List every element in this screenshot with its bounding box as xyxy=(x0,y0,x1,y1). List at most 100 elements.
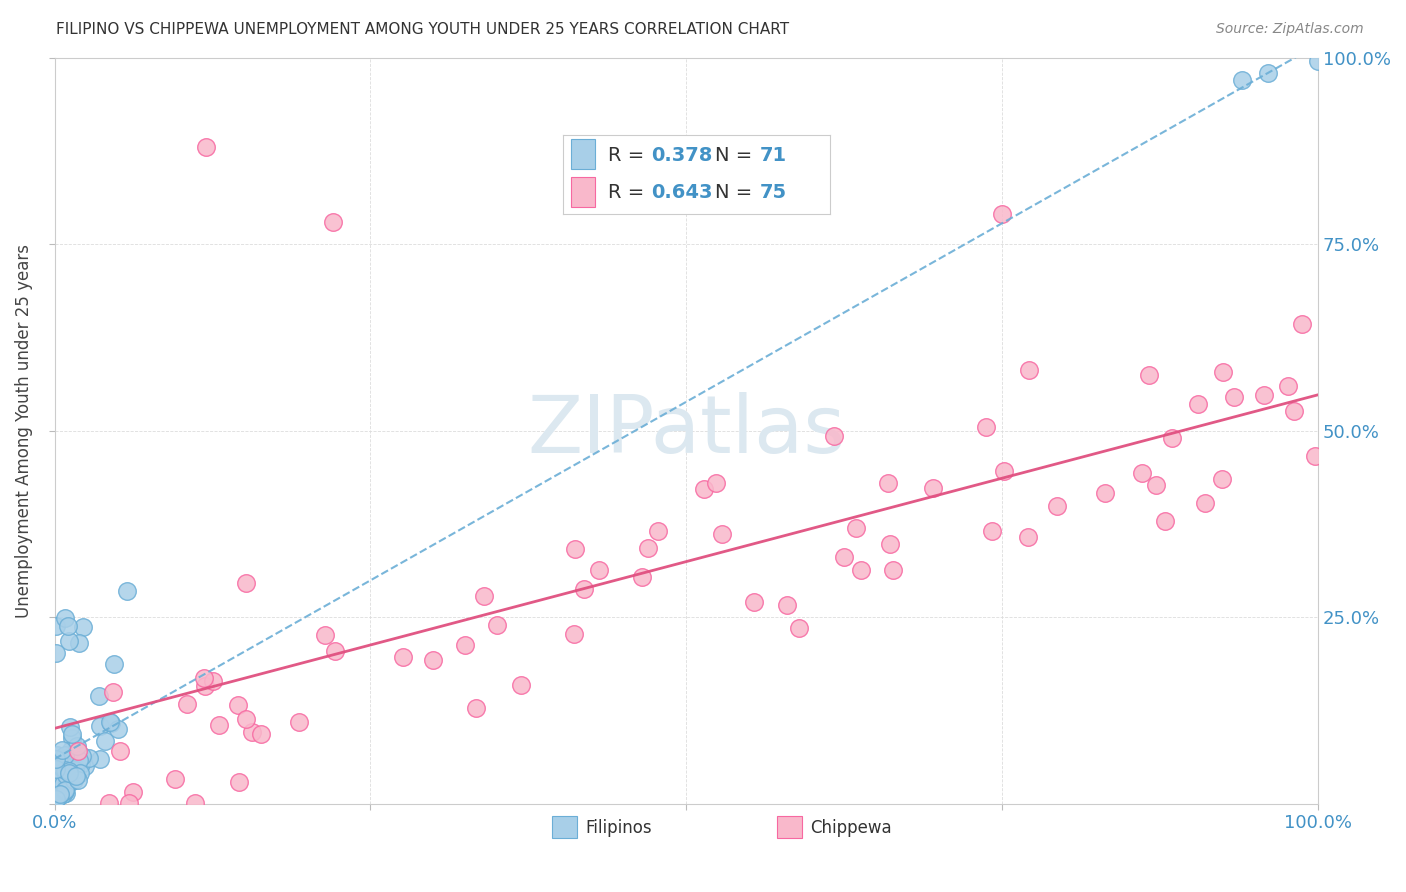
Point xyxy=(67,636,90,650)
Point xyxy=(89,690,111,704)
Point xyxy=(52,787,75,801)
Point xyxy=(46,747,69,762)
Point xyxy=(51,761,73,775)
Point xyxy=(48,756,70,770)
Text: R =: R = xyxy=(607,184,651,202)
Point xyxy=(194,679,217,693)
Point xyxy=(53,783,76,797)
Point xyxy=(122,785,145,799)
Point xyxy=(100,716,122,731)
Point xyxy=(55,757,77,772)
Point xyxy=(1046,499,1069,513)
Point xyxy=(58,766,80,780)
Point xyxy=(637,541,659,555)
Point xyxy=(69,756,91,771)
FancyBboxPatch shape xyxy=(571,139,595,169)
Point xyxy=(58,634,80,648)
Point xyxy=(94,733,117,747)
Point xyxy=(228,774,250,789)
Point xyxy=(322,215,344,229)
Point xyxy=(67,752,90,766)
Point xyxy=(742,594,765,608)
Point xyxy=(1253,387,1275,401)
Point xyxy=(1144,478,1167,492)
Text: FILIPINO VS CHIPPEWA UNEMPLOYMENT AMONG YOUTH UNDER 25 YEARS CORRELATION CHART: FILIPINO VS CHIPPEWA UNEMPLOYMENT AMONG … xyxy=(56,22,789,37)
Point xyxy=(235,713,257,727)
Point xyxy=(1291,317,1313,331)
Point xyxy=(226,698,249,713)
Point xyxy=(52,784,75,798)
Point xyxy=(56,775,79,789)
Point xyxy=(55,786,77,800)
Point xyxy=(1284,404,1306,418)
Point xyxy=(1211,472,1233,486)
Point xyxy=(45,752,67,766)
Point xyxy=(882,563,904,577)
Point xyxy=(52,751,75,765)
Point xyxy=(509,678,531,692)
Text: N =: N = xyxy=(714,184,758,202)
Point xyxy=(60,726,83,740)
Point xyxy=(66,773,89,788)
Point xyxy=(1194,496,1216,510)
Point xyxy=(240,725,263,739)
Point xyxy=(588,563,610,577)
Point xyxy=(1308,54,1330,69)
Point xyxy=(787,621,810,635)
Point xyxy=(51,743,73,757)
Point xyxy=(1223,390,1246,404)
Point xyxy=(45,762,67,776)
Point xyxy=(55,768,77,782)
Point xyxy=(45,762,67,776)
Point xyxy=(72,749,94,764)
Y-axis label: Unemployment Among Youth under 25 years: Unemployment Among Youth under 25 years xyxy=(15,244,32,618)
Point xyxy=(53,747,76,762)
Point xyxy=(118,796,141,810)
Point xyxy=(49,788,72,802)
Point xyxy=(48,756,70,771)
FancyBboxPatch shape xyxy=(571,178,595,207)
Text: Source: ZipAtlas.com: Source: ZipAtlas.com xyxy=(1216,22,1364,37)
Point xyxy=(876,475,898,490)
Point xyxy=(53,783,76,797)
Text: 71: 71 xyxy=(761,145,787,164)
Point xyxy=(849,563,872,577)
Point xyxy=(1153,514,1175,528)
Point xyxy=(45,791,67,805)
Point xyxy=(1137,368,1160,383)
Point xyxy=(974,420,997,434)
Point xyxy=(1018,363,1040,377)
Point xyxy=(77,751,100,765)
Point xyxy=(46,790,69,805)
Point xyxy=(879,537,901,551)
Point xyxy=(485,618,508,632)
Point xyxy=(693,482,716,496)
Text: 0.378: 0.378 xyxy=(651,145,711,164)
Point xyxy=(107,722,129,736)
Text: Chippewa: Chippewa xyxy=(810,819,893,837)
Point xyxy=(1232,73,1254,87)
Point xyxy=(249,727,271,741)
Point xyxy=(288,714,311,729)
Point xyxy=(59,720,82,734)
Point xyxy=(208,717,231,731)
Point xyxy=(235,576,257,591)
Point xyxy=(454,638,477,652)
Point xyxy=(184,796,207,810)
Text: ZIPatlas: ZIPatlas xyxy=(527,392,845,470)
Point xyxy=(1212,365,1234,379)
Point xyxy=(49,759,72,773)
Point xyxy=(562,627,585,641)
Point xyxy=(48,787,70,801)
Point xyxy=(62,772,84,787)
Point xyxy=(392,649,415,664)
Text: N =: N = xyxy=(714,145,758,164)
Point xyxy=(193,671,215,685)
Point xyxy=(422,653,444,667)
Point xyxy=(981,524,1004,538)
Text: Filipinos: Filipinos xyxy=(585,819,652,837)
Point xyxy=(574,582,596,596)
Point xyxy=(163,772,186,786)
Point xyxy=(314,628,336,642)
Point xyxy=(52,787,75,801)
